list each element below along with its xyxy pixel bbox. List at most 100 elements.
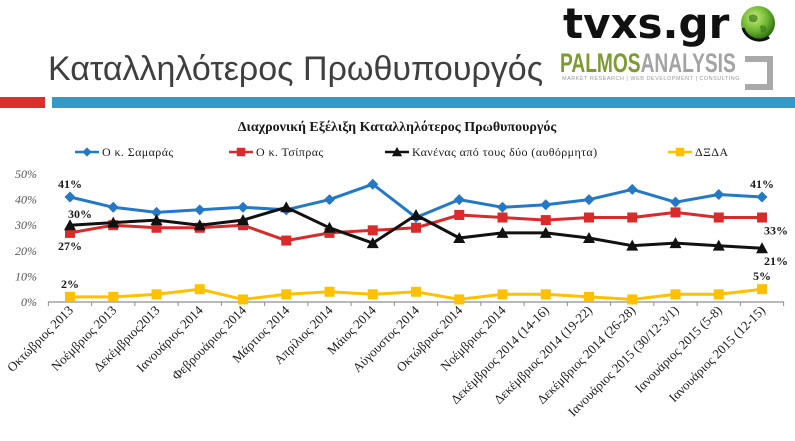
data-point-diamond <box>626 183 638 195</box>
data-point-square <box>324 286 335 297</box>
data-point-square <box>238 294 248 305</box>
globe-icon <box>739 4 777 42</box>
data-point-diamond <box>540 199 552 211</box>
legend-item: Κανένας από τους δύο (αυθόρμητα) <box>385 145 597 159</box>
y-tick-label: 10% <box>15 269 37 283</box>
data-point-triangle <box>237 214 249 226</box>
data-point-diamond <box>713 188 725 200</box>
data-point-triangle <box>64 219 76 231</box>
data-point-square <box>65 291 75 302</box>
data-point-square <box>411 286 421 297</box>
data-point-diamond <box>583 194 595 206</box>
data-point-square <box>713 289 724 300</box>
data-point-square <box>454 294 465 305</box>
data-point-diamond <box>453 194 465 206</box>
data-label: 5% <box>753 269 771 283</box>
data-point-triangle <box>107 216 120 228</box>
data-label: 21% <box>764 254 788 268</box>
data-point-square <box>411 222 421 233</box>
data-point-square <box>151 289 162 300</box>
data-point-triangle <box>453 232 466 243</box>
data-point-square <box>108 291 119 302</box>
data-point-triangle <box>712 239 725 251</box>
data-label: 2% <box>61 277 79 291</box>
data-point-square <box>757 284 767 295</box>
data-point-square <box>367 225 378 236</box>
data-point-triangle <box>150 214 163 226</box>
data-point-triangle <box>496 226 509 238</box>
data-point-triangle <box>583 232 595 243</box>
data-point-diamond <box>497 201 508 213</box>
data-point-triangle <box>193 219 206 231</box>
legend-label: Κανένας από τους δύο (αυθόρμητα) <box>412 145 597 159</box>
legend-marker-square <box>675 147 685 157</box>
data-point-diamond <box>756 191 768 203</box>
data-labels: 41% 30% 27% 2% 41% 33% 21%5% <box>58 177 788 291</box>
data-point-square <box>324 227 335 238</box>
legend-marker-square <box>236 147 246 157</box>
data-point-square <box>670 289 681 300</box>
data-label: 27% <box>58 239 82 253</box>
legend-marker-diamond <box>82 147 92 157</box>
data-point-triangle <box>410 208 422 220</box>
data-point-diamond <box>367 178 379 190</box>
data-point-square <box>627 212 638 223</box>
data-point-triangle <box>539 226 552 238</box>
data-point-triangle <box>669 237 682 249</box>
y-tick-label: 20% <box>15 244 37 258</box>
y-axis: 0% 10% 20% 30% 40% 50% <box>14 167 37 309</box>
data-point-square <box>627 294 638 305</box>
y-tick-label: 40% <box>15 193 37 207</box>
tvxs-logo-text: tvxs.gr <box>563 0 730 48</box>
series-group <box>65 284 767 305</box>
data-point-square <box>238 220 248 231</box>
palmos-analysis-logo: PALMOSANALYSIS MARKET RESEARCH | WEB DEV… <box>560 50 790 94</box>
data-point-square <box>497 212 508 223</box>
data-point-square <box>65 227 75 238</box>
legend-item: Ο κ. Τσίπρας <box>229 145 323 159</box>
data-point-square <box>281 289 292 300</box>
legend-label: Ο κ. Σαμαράς <box>102 145 174 159</box>
palmos-bracket-icon <box>745 56 773 90</box>
data-point-square <box>540 215 551 226</box>
palmos-logo-word-palmos: PALMOS <box>560 48 641 78</box>
y-tick-label: 0% <box>21 295 37 309</box>
data-point-square <box>367 289 378 300</box>
palmos-logo-tagline: MARKET RESEARCH | WEB DEVELOPMENT | CONS… <box>562 76 741 82</box>
data-point-square <box>454 209 465 220</box>
data-label: 41% <box>750 177 774 191</box>
legend-item: ΔΞΔΑ <box>668 145 728 159</box>
chart-series <box>64 178 768 305</box>
y-tick-label: 30% <box>14 218 37 232</box>
accent-bar-red <box>0 97 45 108</box>
data-point-square <box>713 212 724 223</box>
data-point-square <box>281 235 292 246</box>
data-point-diamond <box>324 194 335 206</box>
data-point-square <box>757 212 767 223</box>
chart-legend: Ο κ. Σαμαράς Ο κ. Τσίπρας Κανένας από τους… <box>75 145 728 159</box>
data-point-square <box>194 284 205 295</box>
palmos-logo-word-analysis: ANALYSIS <box>640 48 736 78</box>
data-point-triangle <box>756 242 768 254</box>
data-label: 30% <box>68 207 92 221</box>
x-tick-label: Φεβρουάριος 2014 <box>169 302 250 383</box>
data-point-square <box>584 291 594 302</box>
data-point-diamond <box>64 191 76 203</box>
slide-title: Καταλληλότερος Πρωθυπουργός <box>48 50 544 88</box>
series-group <box>64 201 768 254</box>
data-point-square <box>497 289 508 300</box>
data-label: 41% <box>58 177 82 191</box>
data-point-triangle <box>366 237 379 249</box>
data-label: 33% <box>764 224 788 238</box>
data-point-diamond <box>151 206 162 218</box>
palmos-logo-wordmark: PALMOSANALYSIS <box>560 50 736 77</box>
data-point-diamond <box>237 201 249 213</box>
data-point-square <box>151 222 162 233</box>
legend-marker-triangle <box>391 146 403 157</box>
data-point-square <box>540 289 551 300</box>
chart-title: Διαχρονική Εξέλιξη Καταλληλότερος Πρωθυπ… <box>238 120 558 135</box>
data-point-diamond <box>670 196 681 208</box>
accent-bar-teal <box>52 97 795 108</box>
